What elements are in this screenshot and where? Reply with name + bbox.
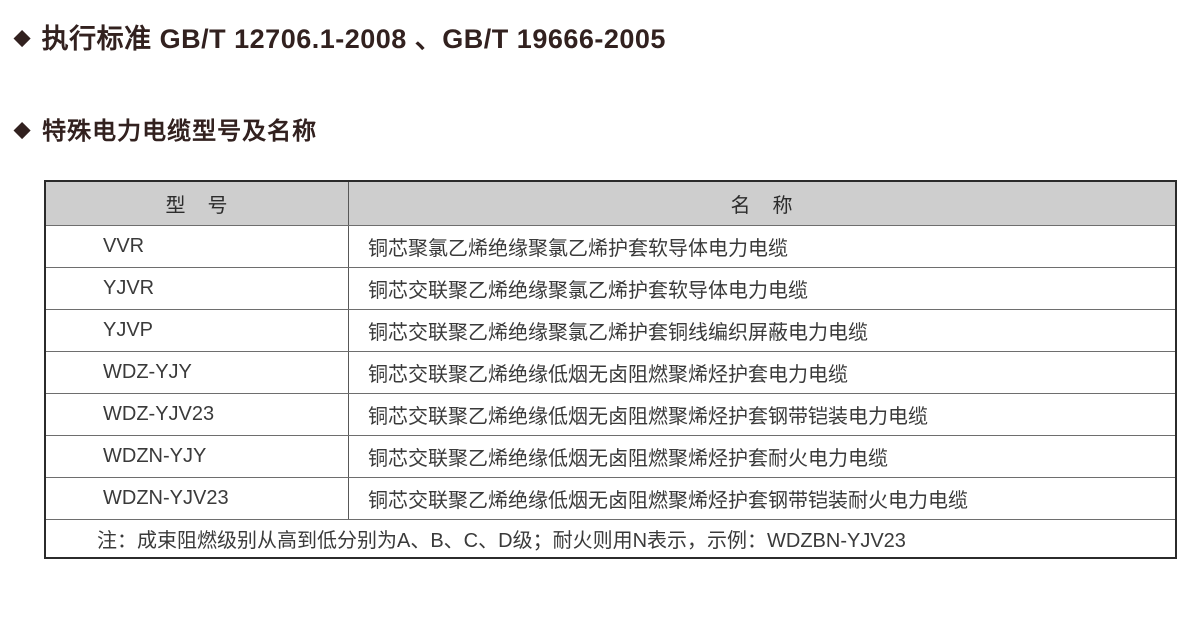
name-cell: 铜芯交联聚乙烯绝缘聚氯乙烯护套铜线编织屏蔽电力电缆 <box>368 322 868 344</box>
table-header-row: 型 号 名 称 <box>46 182 1175 225</box>
model-cell: WDZN-YJY <box>46 436 349 477</box>
table-row: VVR 铜芯聚氯乙烯绝缘聚氯乙烯护套软导体电力电缆 <box>46 225 1175 267</box>
column-header-model: 型 号 <box>46 182 349 225</box>
name-cell: 铜芯交联聚乙烯绝缘聚氯乙烯护套软导体电力电缆 <box>368 280 808 302</box>
table-row: YJVR 铜芯交联聚乙烯绝缘聚氯乙烯护套软导体电力电缆 <box>46 267 1175 309</box>
model-cell: WDZ-YJV23 <box>46 394 349 435</box>
standard-heading-text: 执行标准 GB/T 12706.1-2008 、GB/T 19666-2005 <box>41 24 666 54</box>
model-cell: WDZ-YJY <box>46 352 349 393</box>
model-cell: WDZN-YJV23 <box>46 478 349 519</box>
diamond-bullet-icon: ◆ <box>14 118 32 141</box>
name-cell: 铜芯交联聚乙烯绝缘低烟无卤阻燃聚烯烃护套钢带铠装耐火电力电缆 <box>368 490 968 512</box>
name-cell: 铜芯交联聚乙烯绝缘低烟无卤阻燃聚烯烃护套电力电缆 <box>368 364 848 386</box>
standard-heading: ◆ 执行标准 GB/T 12706.1-2008 、GB/T 19666-200… <box>14 17 666 56</box>
table-row: WDZ-YJY 铜芯交联聚乙烯绝缘低烟无卤阻燃聚烯烃护套电力电缆 <box>46 351 1175 393</box>
section-heading-text: 特殊电力电缆型号及名称 <box>42 118 318 145</box>
model-cell: YJVR <box>46 268 349 309</box>
diamond-bullet-icon: ◆ <box>14 26 31 49</box>
name-cell: 铜芯交联聚乙烯绝缘低烟无卤阻燃聚烯烃护套钢带铠装电力电缆 <box>368 406 928 428</box>
table-note-row: 注：成束阻燃级别从高到低分别为A、B、C、D级；耐火则用N表示，示例：WDZBN… <box>46 519 1175 557</box>
model-cell: YJVP <box>46 310 349 351</box>
name-cell: 铜芯交联聚乙烯绝缘低烟无卤阻燃聚烯烃护套耐火电力电缆 <box>368 448 888 470</box>
table-row: WDZN-YJY 铜芯交联聚乙烯绝缘低烟无卤阻燃聚烯烃护套耐火电力电缆 <box>46 435 1175 477</box>
column-header-name: 名 称 <box>730 195 794 217</box>
cable-model-table: 型 号 名 称 VVR 铜芯聚氯乙烯绝缘聚氯乙烯护套软导体电力电缆 YJVR 铜… <box>44 180 1177 559</box>
model-cell: VVR <box>46 226 349 267</box>
section-heading: ◆ 特殊电力电缆型号及名称 <box>14 111 317 146</box>
table-note: 注：成束阻燃级别从高到低分别为A、B、C、D级；耐火则用N表示，示例：WDZBN… <box>97 530 906 552</box>
table-row: WDZ-YJV23 铜芯交联聚乙烯绝缘低烟无卤阻燃聚烯烃护套钢带铠装电力电缆 <box>46 393 1175 435</box>
name-cell: 铜芯聚氯乙烯绝缘聚氯乙烯护套软导体电力电缆 <box>368 238 788 260</box>
table-row: WDZN-YJV23 铜芯交联聚乙烯绝缘低烟无卤阻燃聚烯烃护套钢带铠装耐火电力电… <box>46 477 1175 519</box>
table-row: YJVP 铜芯交联聚乙烯绝缘聚氯乙烯护套铜线编织屏蔽电力电缆 <box>46 309 1175 351</box>
